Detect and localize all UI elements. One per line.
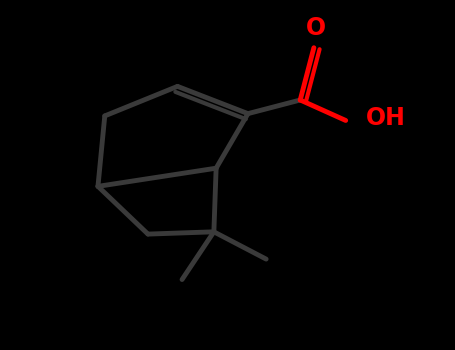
Text: OH: OH: [366, 106, 406, 130]
Text: O: O: [306, 15, 326, 40]
